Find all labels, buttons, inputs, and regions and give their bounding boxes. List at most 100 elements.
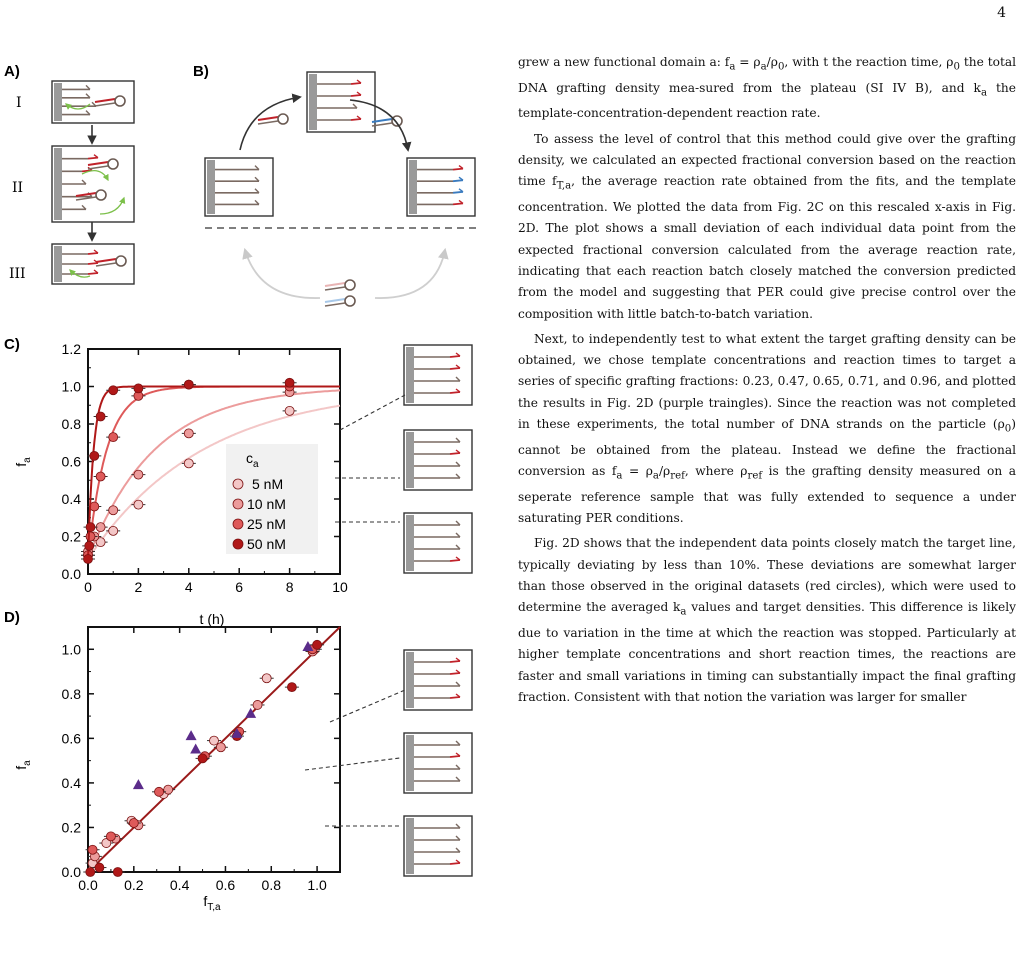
inset-d-2-strand-hook xyxy=(455,752,461,757)
fit-curve-1 xyxy=(87,389,340,560)
hairpin-b-faded-2-stem-a xyxy=(324,298,346,303)
data-point xyxy=(108,432,119,443)
inset-d-1-strand-hook xyxy=(455,657,461,662)
inset-c-2-strand-hook xyxy=(455,449,461,454)
inset-c-2-frame xyxy=(403,429,473,491)
p1-part-f: the total DNA grafting density mea- xyxy=(518,55,1016,95)
data-point xyxy=(95,537,106,548)
hairpin-a2a-stem-b xyxy=(87,165,109,170)
chart-c-ylabel-sub: a xyxy=(22,457,33,463)
green-arrow-a3 xyxy=(69,269,91,278)
particle-b-right-strand-hook xyxy=(458,199,464,204)
inset-d-3-strand-hook xyxy=(455,835,461,841)
particle-a1-surface xyxy=(54,83,62,121)
inset-c-3-strand-hook xyxy=(455,556,461,561)
inset-c-2-strand-hook xyxy=(455,461,461,467)
hairpin-a1-stem-b xyxy=(94,102,116,107)
target-line xyxy=(87,626,341,873)
inset-c-2 xyxy=(403,429,473,491)
chart-d-ylabel-sub: a xyxy=(22,760,33,766)
hairpin-a1-stem-a xyxy=(94,98,116,103)
inset-d-3-surface xyxy=(406,818,414,874)
target-point xyxy=(245,707,257,718)
panel-label-a: A) xyxy=(4,63,20,80)
y-tick-label: 0.8 xyxy=(62,416,82,432)
inset-c-3-strand-tip xyxy=(449,559,461,562)
p1-sub-e: a xyxy=(980,87,988,99)
cycle-arrow-down xyxy=(349,99,412,152)
y-tick-label: 0.8 xyxy=(62,686,82,702)
hairpin-a2b-loop xyxy=(95,189,107,201)
inset-c-1-strand-tip xyxy=(449,367,461,370)
particle-a3-surface xyxy=(54,246,62,282)
p1-part-c: /ρ xyxy=(766,55,778,69)
inset-d-1-strand-hook xyxy=(455,681,461,687)
cycle-arrow-return-left xyxy=(242,247,321,299)
data-point xyxy=(89,450,100,461)
data-point xyxy=(284,377,295,388)
p1-sub-d: 0 xyxy=(953,61,960,73)
x-tick-label: 1.0 xyxy=(307,877,327,893)
hairpin-a2b xyxy=(75,189,107,201)
hairpin-a2a-stem-a xyxy=(87,161,109,166)
hairpin-b2 xyxy=(371,115,403,127)
p1-part-d: , with t the xyxy=(784,55,852,69)
data-point xyxy=(85,531,96,542)
particle-a1-strand-hook xyxy=(85,84,91,90)
p3-part-b: ) cannot be obtained from the plateau. I… xyxy=(518,417,1016,479)
chart-d-ylabel: fa xyxy=(13,760,33,770)
x-tick-label: 8 xyxy=(286,579,294,595)
hairpin-b-faded-1-stem-b xyxy=(324,286,346,291)
data-point xyxy=(284,405,295,416)
paragraph-2: To assess the level of control that this… xyxy=(518,129,1016,325)
chart-c-xlabel: t (h) xyxy=(200,611,225,627)
y-tick-label: 1.0 xyxy=(62,379,82,395)
hairpin-a2b-stem-a xyxy=(75,192,97,197)
leader-c-1 xyxy=(339,394,406,431)
x-tick-label: 0.2 xyxy=(124,877,144,893)
data-point xyxy=(133,499,144,510)
inset-d-2-strand-hook xyxy=(455,764,461,770)
inset-c-1-strand-hook xyxy=(455,364,461,369)
p3-part-d: /ρ xyxy=(658,464,671,479)
inset-d-3-frame xyxy=(403,815,473,877)
inset-c-1-strand-hook xyxy=(455,388,461,393)
inset-c-1-strand-hook xyxy=(455,376,461,382)
inset-c-1-strand-tip xyxy=(449,355,461,358)
legend-title-main: c xyxy=(246,450,253,466)
data-point xyxy=(183,428,194,439)
inset-c-3-strand-hook xyxy=(455,544,461,550)
inset-d-1-strand-tip xyxy=(449,660,461,663)
p1-part-b: = ρ xyxy=(735,55,761,69)
target-point xyxy=(302,641,314,652)
hairpin-a2a xyxy=(87,158,119,170)
inset-d-2-strand-hook xyxy=(455,776,461,782)
chart-c-ylabel-main: f xyxy=(13,463,29,467)
inset-c-3-strand-hook xyxy=(455,520,461,526)
hairpin-b-faded-1-stem-a xyxy=(324,282,346,287)
particle-b-right-strand-tip xyxy=(452,179,464,183)
x-tick-label: 0.6 xyxy=(216,877,236,893)
chart-d-xlabel: fT,a xyxy=(203,893,221,913)
particle-b-top-strand-hook xyxy=(352,103,358,109)
plot-frame xyxy=(87,626,341,873)
particle-b-left xyxy=(204,157,274,217)
hairpin-b1-stem-a xyxy=(257,116,279,121)
x-tick-label: 4 xyxy=(185,579,193,595)
inset-c-3 xyxy=(403,512,473,574)
inset-d-2-surface xyxy=(406,735,414,791)
x-tick-label: 0.8 xyxy=(262,877,282,893)
inset-d-1-strand-hook xyxy=(455,693,461,698)
particle-b-left-frame xyxy=(204,157,274,217)
hairpin-a3-stem-b xyxy=(95,262,117,267)
inset-d-2-strand-hook xyxy=(455,740,461,746)
particle-b-top-strand-hook xyxy=(356,91,362,96)
target-point xyxy=(185,730,197,741)
hairpin-b-faded-2-stem-b xyxy=(324,302,346,307)
inset-c-2-strand-hook xyxy=(455,437,461,443)
particle-b-top-strand-tip xyxy=(350,82,362,85)
data-point xyxy=(106,831,116,842)
inset-c-3-frame xyxy=(403,512,473,574)
inset-d-3-strand-hook xyxy=(455,859,461,864)
cycle-arrow-up xyxy=(239,93,302,151)
